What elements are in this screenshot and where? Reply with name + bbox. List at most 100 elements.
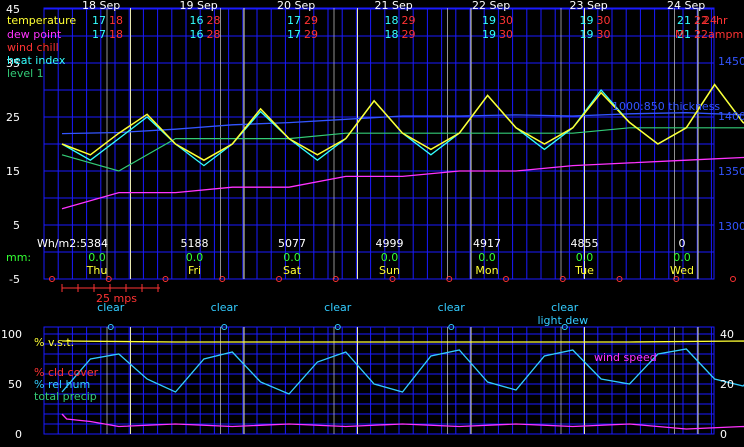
day-rain: 0.0 (283, 251, 301, 264)
day-min-temp: 17 (92, 14, 106, 27)
legend-wind-chill: wind chill (7, 41, 59, 54)
legend-vst: % v.s.t. (34, 336, 74, 349)
wind-marker (219, 276, 226, 282)
series-dew-point-line (61, 156, 744, 210)
m-label: M (675, 28, 685, 41)
day-rain: 0.0 (576, 251, 594, 264)
day-max-temp: 18 (109, 14, 123, 27)
bottom-right-axis-tick: 40 (720, 328, 734, 341)
right-axis-tick: 1350 (718, 165, 744, 178)
day-solar: 0 (679, 237, 686, 250)
day-max-temp: 28 (207, 14, 221, 27)
wind-marker (446, 276, 453, 282)
wind-scale-label: 25 mps (96, 292, 137, 305)
day-min-temp-2: 17 (287, 28, 301, 41)
left-axis-tick: 25 (6, 111, 20, 124)
day-max-temp: 22 (694, 14, 708, 27)
day-solar: 5188 (181, 237, 209, 250)
day-min-temp-2: 18 (385, 28, 399, 41)
left-axis-tick: -5 (9, 273, 20, 286)
day-separator-lines (106, 8, 699, 434)
series-thickness-line (61, 112, 744, 135)
sky-marker (448, 324, 455, 330)
day-solar: 4855 (571, 237, 599, 250)
legend-temperature: temperature (7, 14, 76, 27)
wind-marker (276, 276, 282, 282)
day-min-temp: 21 (677, 14, 691, 27)
day-min-temp-2: 21 (677, 28, 691, 41)
sky-marker (221, 324, 228, 330)
day-weekday: Fri (188, 264, 201, 277)
light-dew-label: light dew (537, 314, 588, 327)
ampm-label: ampm (708, 28, 743, 41)
bottom-right-axis-tick: 0 (720, 428, 727, 441)
left-axis-tick: 35 (6, 57, 20, 70)
day-min-temp-2: 19 (580, 28, 594, 41)
sky-marker (334, 324, 341, 330)
day-date-label: 19 Sep (180, 0, 218, 12)
day-date-label: 22 Sep (472, 0, 510, 12)
day-weekday: Tue (574, 264, 594, 277)
unit-hr: hr (716, 14, 728, 27)
left-axis-tick: 45 (6, 3, 20, 16)
series-vst-line (61, 340, 744, 343)
day-weekday: Wed (670, 264, 694, 277)
max-suffix: 24 (703, 14, 717, 27)
mm-label: mm: (6, 251, 31, 264)
day-date-label: 21 Sep (375, 0, 413, 12)
day-max-temp-2: 29 (402, 28, 416, 41)
day-solar: 4917 (473, 237, 501, 250)
day-max-temp-2: 30 (499, 28, 513, 41)
day-weekday: Thu (86, 264, 108, 277)
day-max-temp: 30 (499, 14, 513, 27)
day-max-temp: 29 (304, 14, 318, 27)
day-min-temp-2: 16 (190, 28, 204, 41)
day-rain: 0.0 (478, 251, 496, 264)
day-weekday: Sat (283, 264, 302, 277)
day-solar: 4999 (376, 237, 404, 250)
day-rain: 0.0 (88, 251, 106, 264)
right-axis-tick: 1400 (718, 110, 744, 123)
wind-marker (49, 276, 55, 282)
day-min-temp: 17 (287, 14, 301, 27)
legend-wind-speed: wind speed (594, 351, 657, 364)
sky-clear-label: clear (211, 301, 239, 314)
wind-marker (105, 276, 112, 282)
day-weekday: Sun (379, 264, 400, 277)
day-date-label: 20 Sep (277, 0, 315, 12)
day-rain: 0.0 (673, 251, 691, 264)
chart-grid (43, 7, 715, 435)
sky-clear-label: clear (551, 301, 579, 314)
series-heat-index-line (61, 83, 744, 167)
right-axis-tick: 1300 (718, 220, 744, 233)
left-axis-tick: 5 (13, 219, 20, 232)
wind-marker (673, 276, 680, 282)
day-max-temp: 30 (597, 14, 611, 27)
legend-heat-index: heat index (7, 54, 66, 67)
wind-marker (389, 276, 396, 282)
day-solar: Wh/m2:5384 (37, 237, 108, 250)
day-min-temp-2: 17 (92, 28, 106, 41)
legend-thickness: 1000:850 thickness (612, 100, 720, 113)
sky-clear-label: clear (438, 301, 466, 314)
day-min-temp: 18 (385, 14, 399, 27)
bottom-left-axis-tick: 0 (15, 428, 22, 441)
day-solar: 5077 (278, 237, 306, 250)
wind-marker (332, 276, 339, 282)
day-max-temp: 29 (402, 14, 416, 27)
wind-marker (616, 276, 623, 282)
series-level1-line (61, 127, 744, 172)
day-min-temp-2: 19 (482, 28, 496, 41)
sky-marker (561, 324, 568, 330)
sky-clear-label: clear (324, 301, 352, 314)
left-axis-tick: 15 (6, 165, 20, 178)
sky-marker (107, 324, 114, 330)
day-min-temp: 19 (482, 14, 496, 27)
day-date-label: 18 Sep (82, 0, 120, 12)
right-axis-tick: 1450 (718, 55, 744, 68)
legend-rel-hum: % rel hum (34, 378, 90, 391)
day-min-temp: 16 (190, 14, 204, 27)
series-rel-hum-line (61, 348, 744, 395)
day-weekday: Mon (475, 264, 498, 277)
